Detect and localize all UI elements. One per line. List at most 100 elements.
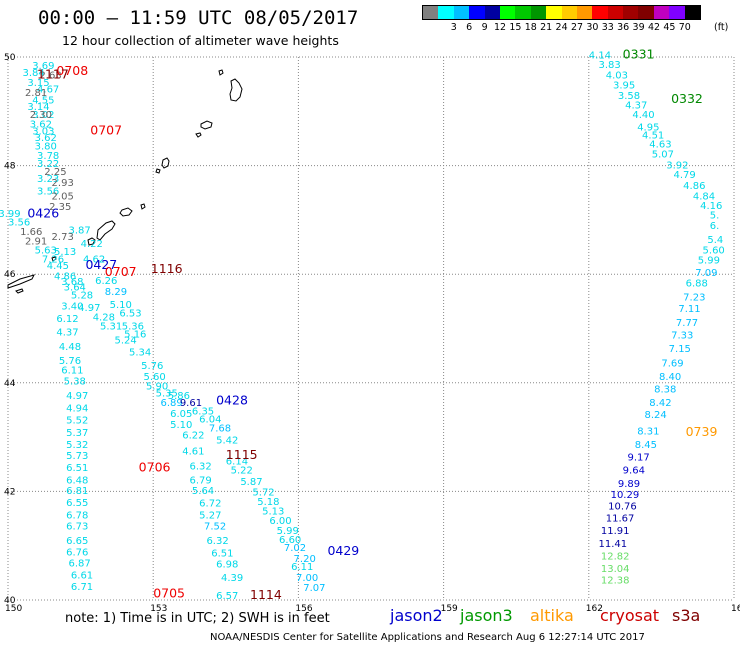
swh-value-label: 7.09 bbox=[695, 268, 717, 279]
lon-tick-label: 150 bbox=[5, 604, 22, 614]
lon-tick-label: 162 bbox=[586, 604, 603, 614]
swh-value-label: 5.38 bbox=[64, 376, 86, 387]
legend-swatch bbox=[592, 6, 608, 19]
swh-value-label: 4.97 bbox=[78, 303, 100, 314]
lat-tick-label: 40 bbox=[4, 596, 16, 606]
swh-value-label: 5.31 bbox=[100, 322, 122, 333]
legend-unit: (ft) bbox=[714, 22, 729, 33]
legend-swatch bbox=[607, 6, 624, 19]
coast-shape bbox=[119, 207, 133, 217]
legend-swatch bbox=[561, 6, 577, 19]
swh-value-label: 3.95 bbox=[613, 80, 635, 91]
swh-value-label: 2.25 bbox=[44, 167, 66, 178]
units-note: note: 1) Time is in UTC; 2) SWH is in fe… bbox=[65, 611, 330, 626]
swh-value-label: 6.71 bbox=[71, 582, 93, 593]
swh-value-label: 6.32 bbox=[206, 536, 228, 547]
swh-value-label: 7.15 bbox=[669, 344, 691, 355]
swh-value-label: 7.02 bbox=[284, 543, 306, 554]
swh-value-label: 4.61 bbox=[182, 446, 204, 457]
swh-value-label: 4.95 bbox=[637, 122, 659, 133]
swh-value-label: 3.80 bbox=[35, 141, 57, 152]
swh-value-label: 7.77 bbox=[676, 318, 698, 329]
swh-value-label: 6.79 bbox=[190, 475, 212, 486]
swh-value-label: 5.22 bbox=[231, 465, 253, 476]
lon-tick-label: 156 bbox=[295, 604, 312, 614]
swh-value-label: 5.87 bbox=[240, 477, 262, 488]
swh-value-label: 5.60 bbox=[703, 246, 725, 257]
page-title: 00:00 – 11:59 UTC 08/05/2017 bbox=[38, 7, 359, 29]
lat-tick-label: 50 bbox=[4, 53, 16, 63]
pass-time-label: 1116 bbox=[151, 261, 183, 276]
pass-time-label: 0426 bbox=[27, 206, 59, 221]
swh-value-label: 3.02 bbox=[32, 110, 54, 121]
swh-value-label: 2.73 bbox=[52, 232, 74, 243]
swh-value-label: 3.84 bbox=[23, 68, 45, 79]
swh-value-label: 8.24 bbox=[644, 410, 666, 421]
swh-value-label: 5.60 bbox=[144, 372, 166, 383]
pass-time-label: 0429 bbox=[327, 543, 359, 558]
coast-shape bbox=[96, 220, 116, 241]
swh-value-label: 3.87 bbox=[69, 225, 91, 236]
swh-value-label: 2.93 bbox=[52, 178, 74, 189]
swh-points: 3.693.842.633.154.672.814.553.143.022.30… bbox=[0, 51, 725, 602]
swh-value-label: 3.40 bbox=[61, 301, 83, 312]
legend-swatch bbox=[576, 6, 593, 19]
swh-value-label: 5.10 bbox=[110, 300, 132, 311]
legend-tick-label: 27 bbox=[570, 22, 584, 33]
swh-value-label: 6.26 bbox=[95, 276, 117, 287]
coast-shape bbox=[7, 274, 35, 289]
swh-value-label: 6.53 bbox=[119, 309, 141, 320]
swh-value-label: 7.68 bbox=[209, 424, 231, 435]
swh-value-label: 10.76 bbox=[608, 501, 637, 512]
swh-value-label: 6.51 bbox=[211, 549, 233, 560]
swh-value-label: 11.41 bbox=[598, 539, 627, 550]
satellite-name-jason3: jason3 bbox=[460, 606, 513, 625]
coast-shape bbox=[140, 203, 146, 210]
legend-tick-label: 42 bbox=[647, 22, 661, 33]
swh-value-label: 5.32 bbox=[66, 440, 88, 451]
legend-tick-label: 24 bbox=[555, 22, 568, 33]
swh-value-label: 4.62 bbox=[83, 254, 105, 265]
satellite-name-s3a: s3a bbox=[672, 606, 701, 625]
swh-value-label: 7.00 bbox=[296, 573, 318, 584]
swh-value-label: 5.27 bbox=[199, 511, 221, 522]
swh-value-label: 5.36 bbox=[122, 322, 144, 333]
swh-value-label: 5.42 bbox=[216, 436, 238, 447]
swh-value-label: 12.38 bbox=[601, 576, 630, 587]
swh-value-label: 4.40 bbox=[632, 110, 654, 121]
swh-value-label: 7.07 bbox=[303, 583, 325, 594]
swh-value-label: 6.76 bbox=[66, 547, 88, 558]
swh-value-label: 4.67 bbox=[37, 84, 59, 95]
swh-value-label: 6.72 bbox=[199, 499, 221, 510]
swh-value-label: 8.42 bbox=[649, 398, 671, 409]
legend-swatch bbox=[669, 6, 685, 19]
swh-value-label: 3.64 bbox=[64, 282, 86, 293]
legend-swatch bbox=[638, 6, 654, 19]
lon-tick-label: 165 bbox=[731, 604, 740, 614]
swh-value-label: 12.82 bbox=[601, 551, 630, 562]
swh-value-label: 7.33 bbox=[671, 330, 693, 341]
swh-value-label: 4.97 bbox=[66, 391, 88, 402]
swh-value-label: 7.26 bbox=[42, 254, 64, 265]
swh-value-label: 4.16 bbox=[700, 201, 722, 212]
swh-value-label: 4.28 bbox=[93, 312, 115, 323]
legend-swatch bbox=[684, 6, 701, 19]
lon-tick-label: 159 bbox=[441, 604, 458, 614]
axis-labels: 150 153 156 159 162 165 50 48 46 44 42 40 bbox=[4, 53, 740, 614]
swh-value-label: 6.48 bbox=[66, 475, 88, 486]
swh-value-label: 4.22 bbox=[81, 239, 103, 250]
swh-value-label: 4.45 bbox=[47, 261, 69, 272]
swh-value-label: 4.03 bbox=[606, 71, 628, 82]
coast-shape bbox=[51, 256, 57, 262]
swh-value-label: 3.56 bbox=[8, 217, 30, 228]
legend-tick-label: 9 bbox=[481, 22, 488, 33]
legend-tick-label: 18 bbox=[524, 22, 537, 33]
swh-value-label: 4.86 bbox=[54, 272, 76, 283]
swh-value-label: 6.22 bbox=[182, 431, 204, 442]
swh-value-label: 8.29 bbox=[105, 287, 127, 298]
legend-labels: 70 45 42 39 36 33 30 27 24 21 18 15 12 9 6 3 (ft) bbox=[422, 22, 729, 36]
pass-time-label: 0427 bbox=[85, 257, 117, 272]
swh-value-label: 6.98 bbox=[216, 559, 238, 570]
legend-swatch bbox=[499, 6, 516, 19]
